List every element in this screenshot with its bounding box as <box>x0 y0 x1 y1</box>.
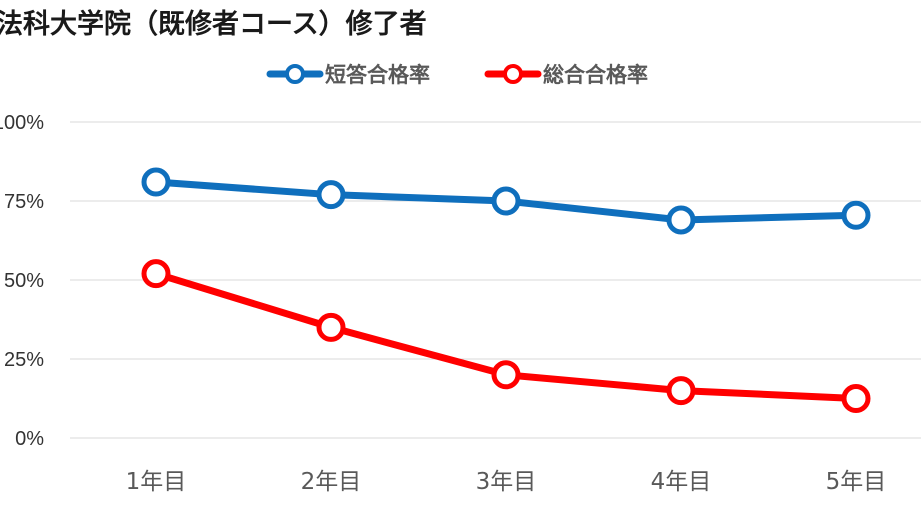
data-point <box>666 205 696 235</box>
legend-marker <box>503 64 523 84</box>
gridlines <box>70 121 921 439</box>
y-tick-label: 100% <box>0 112 44 134</box>
data-point <box>141 259 171 289</box>
data-point <box>316 180 346 210</box>
legend-marker <box>285 64 305 84</box>
legend-item: 総合合格率 <box>484 63 648 87</box>
x-tick-label: 1年目 <box>126 469 187 495</box>
legend-label: 総合合格率 <box>543 63 648 87</box>
x-axis-ticks: 1年目 2年目 3年目 4年目 5年目 <box>126 469 887 495</box>
x-tick-label: 3年目 <box>476 469 537 495</box>
data-point <box>141 167 171 197</box>
y-tick-label: 25% <box>4 349 44 371</box>
data-point <box>841 384 871 413</box>
data-point <box>841 200 871 230</box>
legend-label: 短答合格率 <box>325 63 430 87</box>
series-2 <box>141 259 871 413</box>
chart-title: 法科大学院（既修者コース）修了者 <box>0 8 427 40</box>
data-point <box>491 186 521 216</box>
x-tick-label: 4年目 <box>651 469 712 495</box>
series-lines <box>141 167 871 413</box>
data-point <box>491 360 521 390</box>
y-axis-ticks: 0% 25% 50% 75% 100% <box>0 112 44 450</box>
x-tick-label: 5年目 <box>826 469 887 495</box>
legend-item: 短答合格率 <box>266 63 430 87</box>
data-point <box>666 376 696 406</box>
series-1 <box>141 167 871 235</box>
x-tick-label: 2年目 <box>301 469 362 495</box>
data-point <box>316 312 346 342</box>
legend: 短答合格率 総合合格率 <box>266 63 648 87</box>
y-tick-label: 0% <box>15 428 44 450</box>
y-tick-label: 50% <box>4 270 44 292</box>
y-tick-label: 75% <box>4 191 44 213</box>
